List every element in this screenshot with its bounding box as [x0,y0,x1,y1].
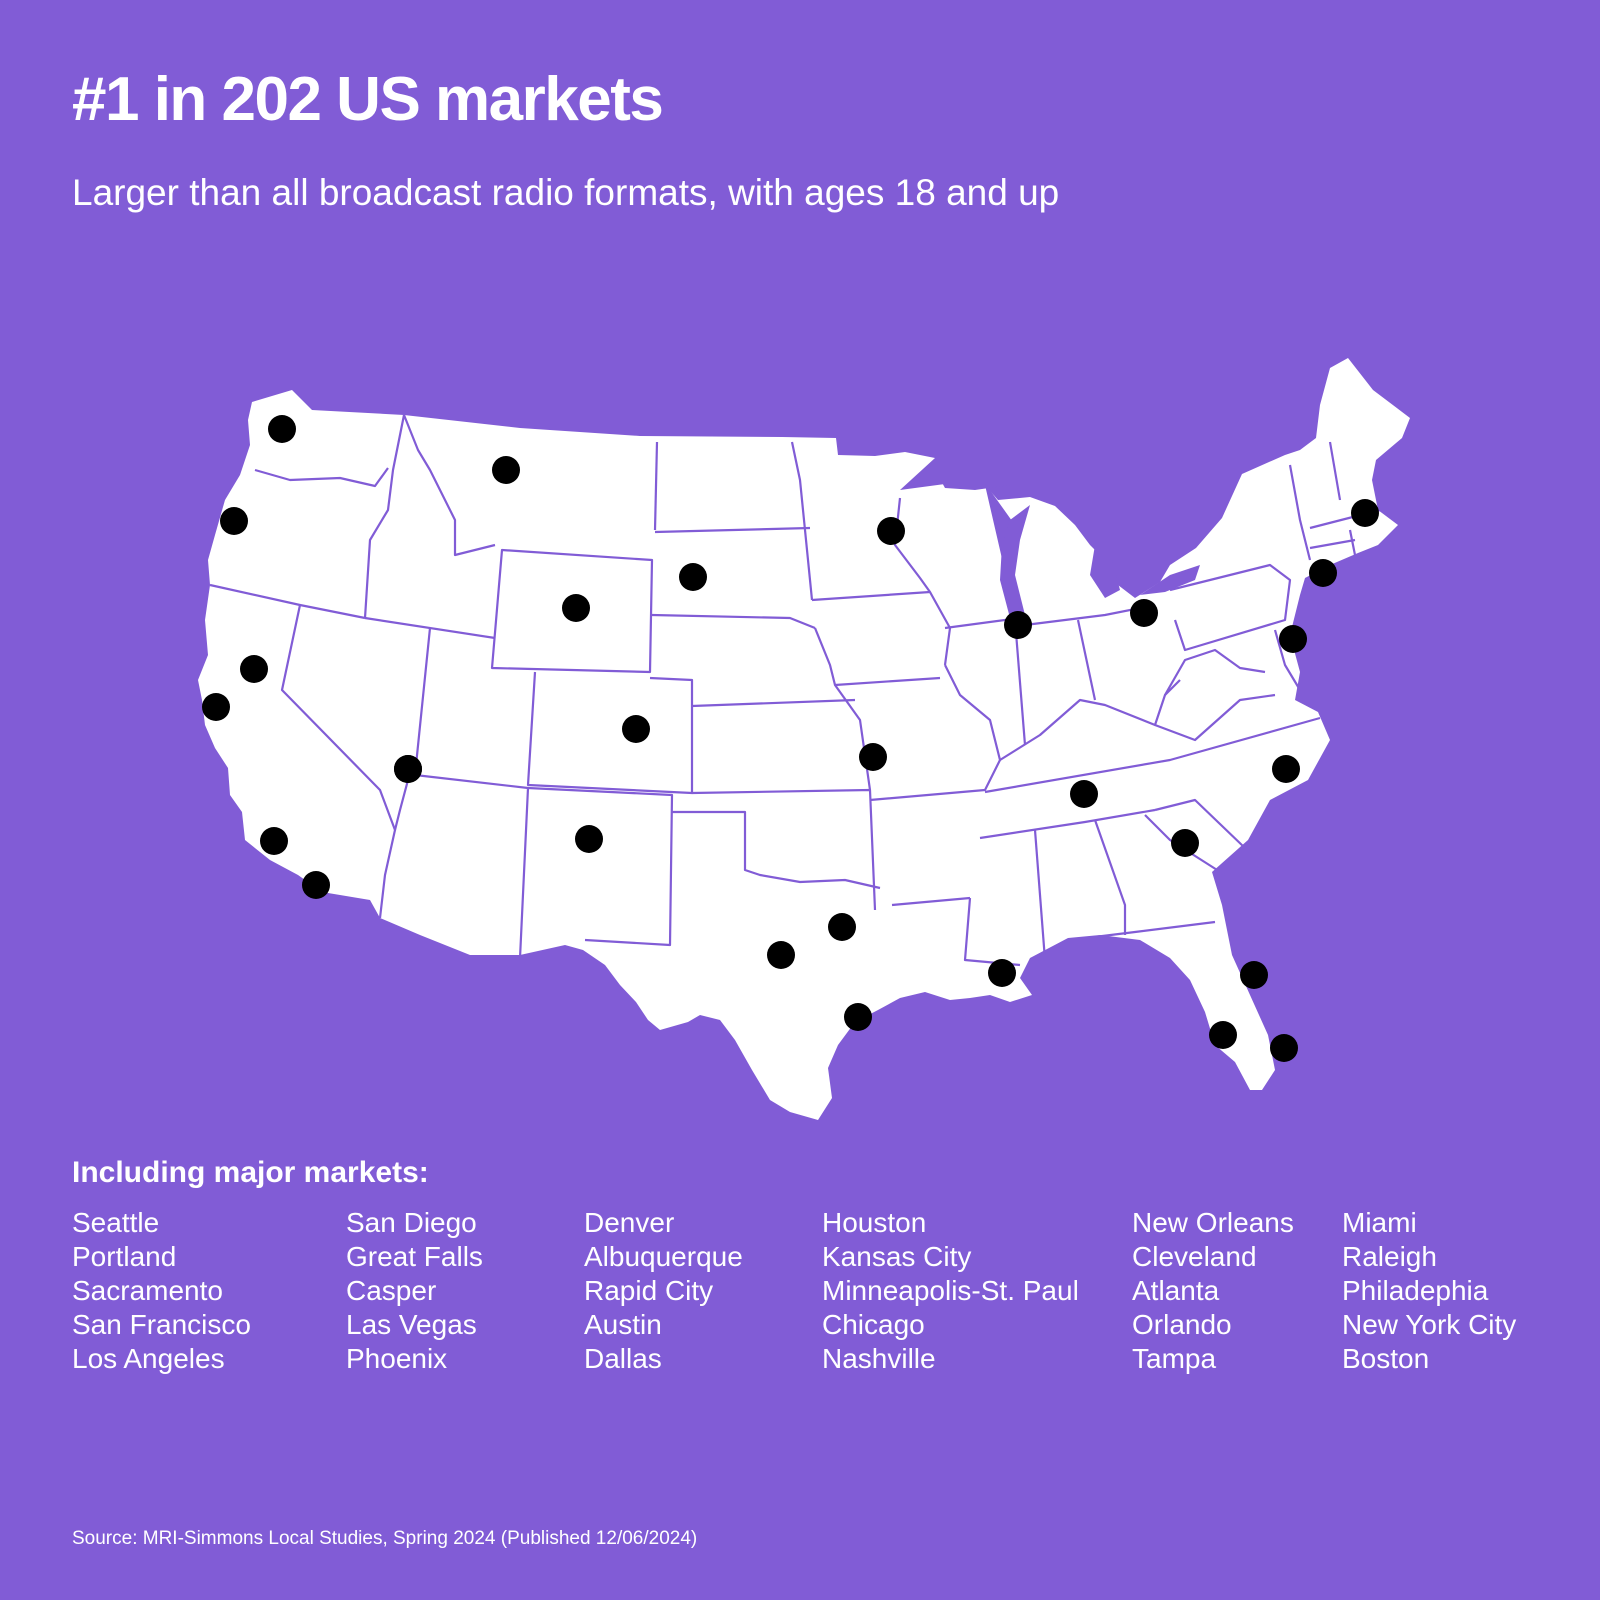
market-marker-san-diego [302,871,330,899]
market-item: Albuquerque [584,1241,743,1272]
market-item: Las Vegas [346,1309,477,1340]
market-marker-orlando [1240,961,1268,989]
market-marker-houston [844,1003,872,1031]
markets-heading: Including major markets: [72,1156,429,1189]
market-item: Dallas [584,1343,662,1374]
market-markers [202,415,1379,1062]
market-marker-austin [767,941,795,969]
markets-column-5: New Orleans Cleveland Atlanta Orlando Ta… [1132,1206,1294,1376]
market-marker-albuquerque [575,825,603,853]
market-marker-philadephia [1279,625,1307,653]
market-item: Raleigh [1342,1241,1437,1272]
market-marker-sacramento [240,655,268,683]
market-item: New Orleans [1132,1207,1294,1238]
market-marker-kansas-city [859,743,887,771]
market-item: Miami [1342,1207,1417,1238]
market-marker-portland [220,507,248,535]
market-marker-new-orleans [988,959,1016,987]
market-marker-dallas [828,913,856,941]
market-marker-los-angeles [260,827,288,855]
market-item: Seattle [72,1207,160,1238]
market-item: Kansas City [822,1241,972,1272]
market-item: Nashville [822,1343,936,1374]
great-lakes [935,470,1200,618]
market-item: Portland [72,1241,177,1272]
market-item: Orlando [1132,1309,1232,1340]
market-item: Philadephia [1342,1275,1489,1306]
source-note: Source: MRI-Simmons Local Studies, Sprin… [72,1528,698,1549]
market-marker-cleveland [1130,599,1158,627]
market-marker-miami [1270,1034,1298,1062]
us-land [198,358,1410,1120]
market-marker-raleigh [1272,755,1300,783]
market-item: San Francisco [72,1309,251,1340]
market-marker-seattle [268,415,296,443]
market-item: Houston [822,1207,927,1238]
markets-column-4: Houston Kansas City Minneapolis-St. Paul… [822,1206,1079,1376]
state-borders [209,414,1381,967]
market-marker-nashville [1070,780,1098,808]
market-marker-chicago [1004,611,1032,639]
market-marker-phoenix [394,755,422,783]
market-item: Austin [584,1309,662,1340]
market-item: San Diego [346,1207,477,1238]
market-item: Minneapolis-St. Paul [822,1275,1079,1306]
market-marker-great-falls [492,456,520,484]
market-item: Rapid City [584,1275,714,1306]
market-marker-new-york-city [1309,559,1337,587]
market-item: Chicago [822,1309,925,1340]
market-marker-boston [1351,499,1379,527]
market-marker-casper [562,594,590,622]
market-item: Casper [346,1275,437,1306]
page-subtitle: Larger than all broadcast radio formats,… [72,172,1060,213]
market-item: Denver [584,1207,675,1238]
markets-column-3: Denver Albuquerque Rapid City Austin Dal… [584,1206,743,1376]
market-item: Cleveland [1132,1241,1257,1272]
market-item: Atlanta [1132,1275,1220,1306]
market-marker-atlanta [1171,829,1199,857]
market-item: Great Falls [346,1241,483,1272]
market-item: Boston [1342,1343,1430,1374]
market-marker-denver [622,715,650,743]
markets-column-1: Seattle Portland Sacramento San Francisc… [72,1206,251,1376]
market-item: Sacramento [72,1275,223,1306]
market-item: Los Angeles [72,1343,225,1374]
market-marker-tampa [1209,1021,1237,1049]
market-marker-rapid-city [679,563,707,591]
page-title: #1 in 202 US markets [72,65,664,134]
market-item: Phoenix [346,1343,448,1374]
markets-column-2: San Diego Great Falls Casper Las Vegas P… [346,1206,483,1376]
market-item: Tampa [1132,1343,1217,1374]
market-marker-minneapolis-st-paul [877,517,905,545]
market-item: New York City [1342,1309,1517,1340]
market-marker-san-francisco [202,693,230,721]
markets-column-6: Miami Raleigh Philadephia New York City … [1342,1206,1516,1376]
